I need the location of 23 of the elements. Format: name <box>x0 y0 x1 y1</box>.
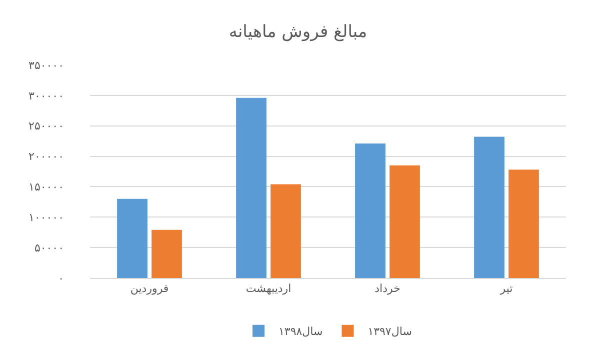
legend-label: سال۱۳۹۸ <box>278 325 323 338</box>
bar <box>508 170 539 278</box>
y-tick-label: ۱۰۰۰۰۰ <box>28 210 64 224</box>
chart-title: مبالغ فروش ماهیانه <box>228 22 368 42</box>
y-tick-label: ۳۵۰۰۰۰ <box>28 58 64 72</box>
bar <box>117 198 148 278</box>
y-tick-label: ۲۵۰۰۰۰ <box>28 120 64 133</box>
y-tick-label: ۵۰۰۰۰ <box>34 241 64 254</box>
y-tick-label: ۲۰۰۰۰۰ <box>28 150 64 164</box>
bar <box>152 230 182 278</box>
bar <box>474 136 504 278</box>
x-tick-label: اردیبهشت <box>246 282 292 296</box>
x-tick-label: خرداد <box>374 282 400 296</box>
y-tick-label: ۰ <box>58 272 64 285</box>
bar <box>270 184 301 278</box>
x-tick-label: تیر <box>499 282 513 296</box>
y-tick-label: ۱۵۰۰۰۰ <box>28 180 64 194</box>
bar <box>236 98 266 278</box>
y-tick-label: ۳۰۰۰۰۰ <box>28 89 64 102</box>
bar <box>390 165 420 278</box>
legend-label: سال۱۳۹۷ <box>368 325 412 338</box>
bar <box>355 144 386 278</box>
x-tick-label: فروردین <box>130 282 169 296</box>
